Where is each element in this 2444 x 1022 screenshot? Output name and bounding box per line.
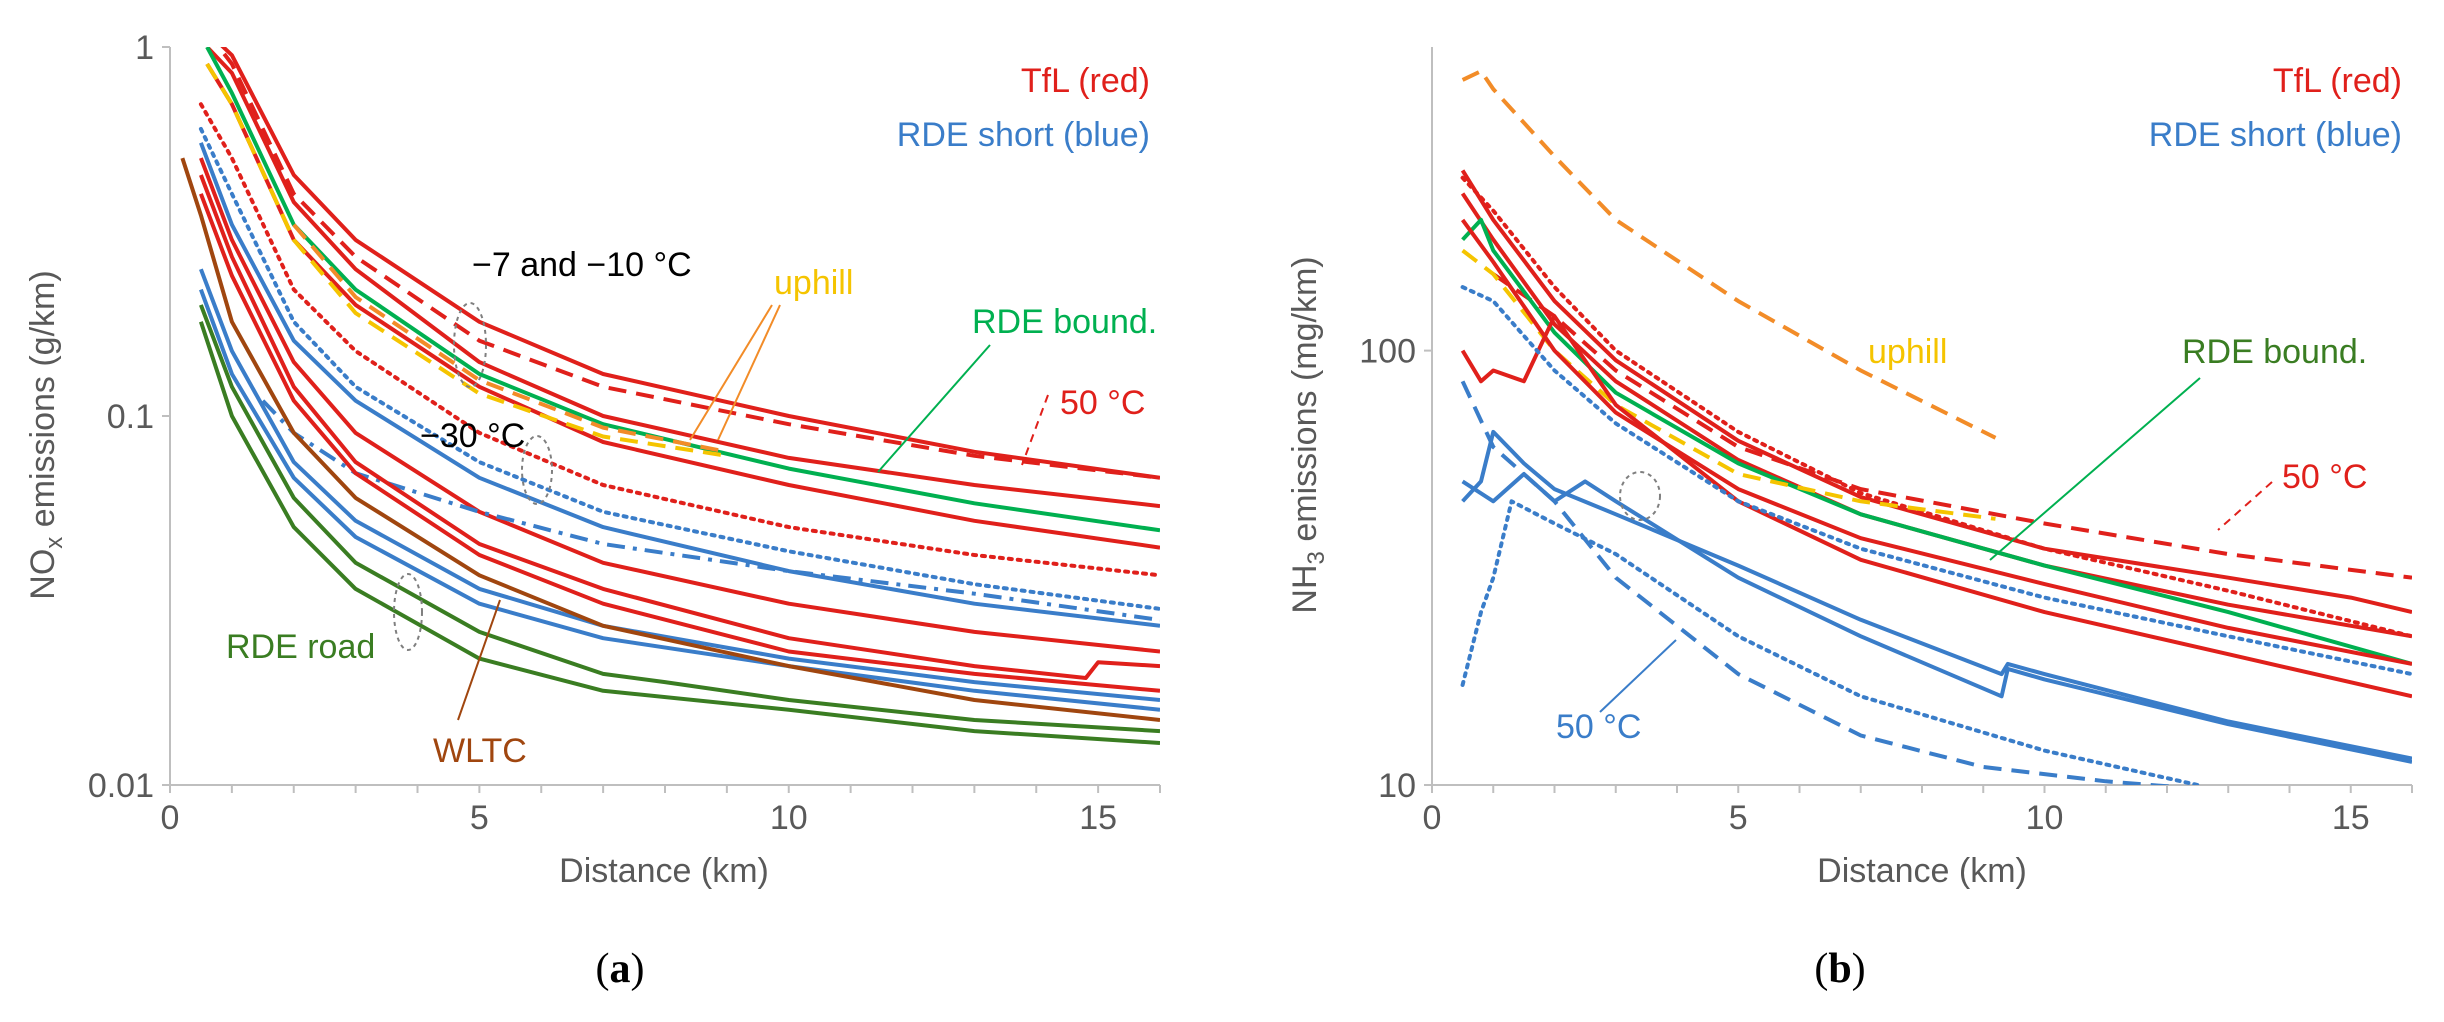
chart-a-panel-label: (a) [596,946,645,992]
series-line-tfl-dotted [1460,175,2412,639]
chart-b-legend-rde-short: RDE short (blue) [2149,116,2402,154]
chart-a-leader-50c [1021,394,1049,466]
series-line-tfl-5 [199,174,1160,680]
chart-a-leader-uphill-1 [717,304,781,441]
chart-a-circle-cold [453,302,487,388]
chart-b-annotation-uphill: uphill [1868,333,1947,371]
series-line-rde-short-dash-dot [261,399,1160,622]
chart-a-leader-rde-bound [877,344,991,473]
chart-a-annotation-rde-road: RDE road [226,628,375,666]
series-line-rde-short-dotted-upper [1460,285,2412,677]
series-line-rde-short-dotted-lower [1460,499,2200,785]
chart-a-circle-minus30 [521,435,553,505]
chart-panel-b: 0 5 10 15 10 100 Distance (km) NH3 emissions … [1286,47,2413,992]
chart-b-axes [1431,47,2412,786]
series-line-tfl-2 [1460,192,2412,639]
chart-a-circle-rde-road [393,573,423,651]
chart-b-circle [1619,471,1661,521]
chart-panel-a: 0 5 10 15 0.01 0.1 1 Distance (km) NOx emissio… [24,29,1161,992]
chart-b-x-tick-label: 0 [1423,799,1442,837]
chart-a-annotation-cold: −7 and −10 °C [472,246,692,284]
chart-b-ticks: 0 5 10 15 10 100 [1359,333,2413,837]
series-line-uphill-yellow [1461,248,1996,521]
series-line-tfl-2 [205,47,1160,509]
chart-a-legend-rde-short: RDE short (blue) [897,116,1150,154]
chart-a-y-tick-label: 0.01 [88,767,154,805]
chart-b-legend-tfl: TfL (red) [2273,62,2402,100]
chart-a-annotation-wltc: WLTC [433,732,527,770]
chart-a-annotation-uphill: uphill [774,264,853,302]
chart-b-y-axis-label: NH3 emissions (mg/km) [1286,256,1330,613]
series-line-tfl-4 [199,157,1160,654]
series-line-wltc [180,157,1160,722]
series-line-rde-road-1 [199,304,1160,734]
series-line-rde-short-50-c [1460,380,2176,785]
chart-a-x-axis-label: Distance (km) [559,852,769,890]
series-line-rde-road-2 [199,321,1160,745]
chart-a-y-tick-label: 1 [135,29,154,67]
chart-b-annotation-markers [1599,377,2273,713]
series-line-rde-bound [205,47,1160,533]
chart-a-y-axis-label: NOx emissions (g/km) [24,270,68,599]
chart-b-annotation-50c-blue: 50 °C [1556,708,1641,746]
chart-b-x-tick-label: 15 [2332,799,2370,837]
series-line-tfl-30-c [198,102,1160,578]
chart-a-series [180,47,1160,745]
chart-a-annotation-50c: 50 °C [1060,384,1145,422]
chart-b-y-tick-label: 10 [1378,767,1416,805]
chart-b-annotation-50c-red: 50 °C [2282,458,2367,496]
chart-a-x-tick-label: 5 [470,799,489,837]
series-line-tfl-50-c [1492,272,2412,580]
series-line-rde-short-3 [199,288,1160,712]
chart-a-y-tick-label: 0.1 [107,398,154,436]
chart-b-leader-50c-blue [1599,639,1677,713]
chart-a-x-tick-label: 0 [161,799,180,837]
series-line-rde-short-2 [199,268,1160,702]
series-line-tfl-1 [220,47,1160,480]
chart-a-annotation-markers [393,302,1049,721]
series-line-uphill-orange [1461,69,1997,440]
chart-b-x-axis-label: Distance (km) [1817,852,2027,890]
chart-a-legend-tfl: TfL (red) [1021,62,1150,100]
chart-b-leader-50c-red [2217,481,2273,531]
chart-a-annotation-minus30: −30 °C [420,417,525,455]
series-line-rde-bound [1461,217,2412,666]
chart-a-annotation-rde-bound: RDE bound. [972,303,1157,341]
series-line-uphill-1 [205,62,728,458]
chart-a-x-tick-label: 10 [770,799,808,837]
chart-b-x-tick-label: 5 [1729,799,1748,837]
chart-a-ticks: 0 5 10 15 0.01 0.1 1 [88,29,1161,837]
series-line-tfl-50-c [216,47,1160,480]
chart-b-y-tick-label: 100 [1359,333,1416,371]
chart-b-series [1460,69,2412,785]
series-line-tfl-6 [199,193,1160,693]
chart-a-leader-wltc [457,599,501,721]
chart-b-panel-label: (b) [1814,946,1865,992]
chart-b-x-tick-label: 10 [2026,799,2064,837]
chart-a-x-tick-label: 15 [1079,799,1117,837]
series-line-rde-short-1 [199,142,1160,628]
chart-b-annotation-rde-bound: RDE bound. [2182,333,2367,371]
series-line-tfl-4 [1460,314,2412,699]
series-line-rde-short-1 [1461,429,2412,761]
chart-b-leader-rde-bound [1989,377,2201,561]
series-line-tfl-3 [1460,218,2412,666]
chart-a-leader-uphill-2 [689,304,773,441]
series-line-rde-short-30-c [198,126,1160,611]
series-line-uphill-2 [292,223,728,454]
